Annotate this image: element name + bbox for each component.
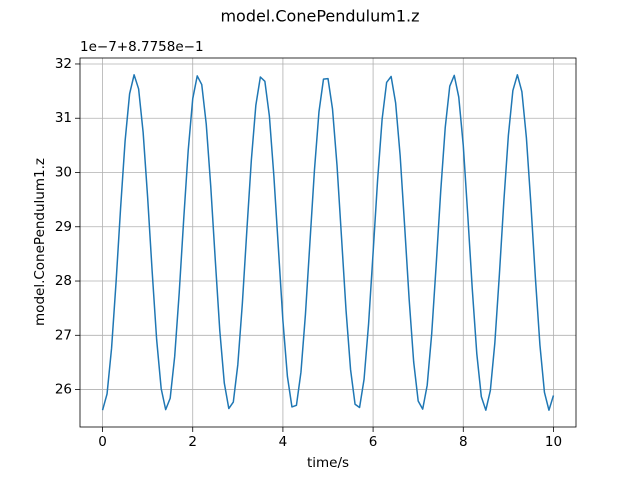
y-offset-text: 1e−7+8.7758e−1 (80, 39, 204, 55)
line-series (101, 74, 555, 411)
y-tick-label: 31 (55, 110, 72, 126)
y-tick-label: 26 (55, 382, 72, 398)
x-tick-label: 4 (279, 434, 288, 450)
y-tick-label: 30 (55, 164, 72, 180)
plot-frame (79, 57, 577, 428)
x-tick-label: 8 (459, 434, 468, 450)
y-tick-label: 32 (55, 56, 72, 72)
y-axis-label: model.ConePendulum1.z (32, 158, 48, 326)
y-tick-label: 27 (55, 327, 72, 343)
x-axis-label: time/s (307, 455, 349, 471)
x-tick-label: 10 (545, 434, 562, 450)
y-tick-label: 29 (55, 219, 72, 235)
chart-title: model.ConePendulum1.z (220, 7, 419, 26)
x-tick-label: 0 (98, 434, 107, 450)
y-tick-label: 28 (55, 273, 72, 289)
x-tick-label: 2 (188, 434, 197, 450)
x-tick-label: 6 (369, 434, 378, 450)
